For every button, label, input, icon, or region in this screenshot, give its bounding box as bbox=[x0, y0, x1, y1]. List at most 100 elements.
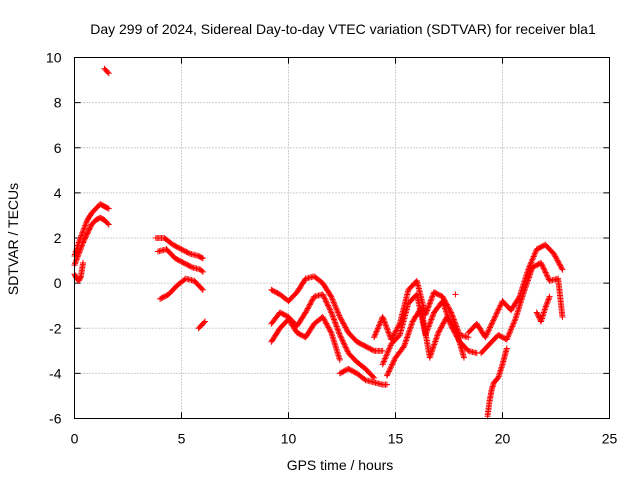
data-point bbox=[424, 306, 431, 313]
data-point bbox=[380, 359, 387, 366]
data-point bbox=[406, 327, 413, 334]
data-point bbox=[304, 306, 311, 313]
series-arc-r bbox=[484, 345, 510, 420]
data-point bbox=[488, 320, 495, 327]
data-point bbox=[332, 303, 339, 310]
data-point bbox=[542, 269, 549, 276]
data-point bbox=[555, 260, 562, 267]
data-point bbox=[328, 295, 335, 302]
data-point bbox=[338, 334, 345, 341]
data-point bbox=[104, 205, 111, 212]
data-point bbox=[556, 261, 563, 268]
data-point bbox=[386, 343, 393, 350]
data-point bbox=[382, 354, 389, 361]
data-point bbox=[408, 321, 415, 328]
data-point bbox=[543, 302, 550, 309]
data-point bbox=[404, 334, 411, 341]
data-point bbox=[75, 252, 82, 259]
data-point bbox=[431, 341, 438, 348]
data-point bbox=[430, 342, 437, 349]
data-point bbox=[80, 259, 87, 266]
data-point bbox=[553, 254, 559, 261]
series-arc-m bbox=[371, 277, 472, 343]
data-point bbox=[385, 328, 392, 335]
data-point bbox=[426, 300, 433, 307]
series-arc-o bbox=[383, 304, 467, 379]
data-point bbox=[436, 327, 443, 334]
data-point bbox=[430, 310, 437, 317]
data-point bbox=[434, 331, 441, 338]
series-arc-f bbox=[154, 246, 206, 275]
data-point bbox=[441, 319, 448, 326]
data-point bbox=[528, 259, 535, 266]
data-point bbox=[78, 242, 85, 249]
data-point bbox=[323, 320, 330, 327]
data-point bbox=[319, 291, 326, 298]
data-point bbox=[369, 347, 376, 354]
data-point bbox=[400, 344, 407, 351]
data-point bbox=[86, 225, 93, 232]
data-point bbox=[449, 313, 456, 320]
data-point bbox=[492, 312, 499, 319]
data-point bbox=[524, 277, 531, 284]
data-point bbox=[432, 337, 439, 344]
data-point bbox=[105, 221, 112, 228]
data-point bbox=[334, 326, 341, 333]
data-point bbox=[438, 323, 445, 330]
data-point bbox=[75, 250, 82, 257]
data-point bbox=[383, 352, 390, 359]
data-point bbox=[375, 324, 382, 331]
data-point bbox=[335, 309, 342, 316]
data-point bbox=[426, 320, 433, 327]
data-point bbox=[336, 332, 343, 339]
data-point bbox=[511, 317, 518, 324]
data-point bbox=[343, 327, 350, 334]
data-point bbox=[185, 250, 192, 257]
x-tick-label: 25 bbox=[602, 431, 618, 447]
data-point bbox=[329, 296, 336, 303]
data-point bbox=[80, 228, 87, 235]
y-tick-label: 8 bbox=[54, 95, 62, 111]
data-point bbox=[373, 328, 380, 335]
data-point bbox=[83, 219, 90, 226]
data-point bbox=[450, 315, 457, 322]
data-point bbox=[328, 310, 335, 317]
data-point bbox=[330, 315, 337, 322]
data-point bbox=[198, 254, 205, 261]
data-point bbox=[427, 353, 434, 360]
data-point bbox=[484, 330, 491, 337]
data-point bbox=[385, 346, 392, 353]
data-point bbox=[334, 324, 341, 331]
data-point bbox=[429, 293, 436, 300]
data-point bbox=[83, 218, 90, 225]
data-point bbox=[78, 243, 85, 250]
data-point bbox=[105, 205, 112, 212]
data-point bbox=[379, 347, 386, 354]
data-point bbox=[301, 310, 308, 317]
data-point bbox=[528, 267, 535, 274]
data-point bbox=[76, 247, 83, 254]
data-point bbox=[483, 331, 490, 338]
data-point bbox=[427, 317, 434, 324]
data-point bbox=[408, 322, 415, 329]
data-point bbox=[483, 332, 490, 339]
y-tick-label: -4 bbox=[49, 365, 62, 381]
data-point bbox=[307, 300, 314, 307]
data-point bbox=[493, 310, 500, 317]
data-point bbox=[523, 280, 530, 287]
data-point bbox=[82, 221, 89, 228]
data-point bbox=[331, 317, 338, 324]
data-point bbox=[427, 297, 434, 304]
data-point bbox=[74, 253, 81, 260]
data-point bbox=[333, 323, 340, 330]
data-point bbox=[507, 327, 514, 334]
data-point bbox=[525, 276, 532, 283]
data-point bbox=[427, 351, 434, 358]
data-point bbox=[342, 324, 349, 331]
data-point bbox=[83, 233, 90, 240]
data-point bbox=[309, 296, 316, 303]
data-point bbox=[441, 302, 448, 309]
data-point bbox=[391, 331, 398, 338]
data-point bbox=[333, 322, 340, 329]
data-point bbox=[329, 312, 336, 319]
